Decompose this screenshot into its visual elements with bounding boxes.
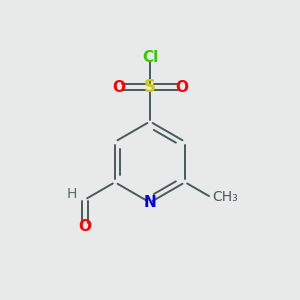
Text: S: S — [144, 78, 156, 96]
Text: O: O — [79, 219, 92, 234]
Text: H: H — [66, 187, 77, 201]
Text: N: N — [144, 195, 156, 210]
Text: CH₃: CH₃ — [213, 190, 238, 204]
Text: O: O — [175, 80, 188, 94]
Text: O: O — [112, 80, 125, 94]
Text: Cl: Cl — [142, 50, 158, 64]
